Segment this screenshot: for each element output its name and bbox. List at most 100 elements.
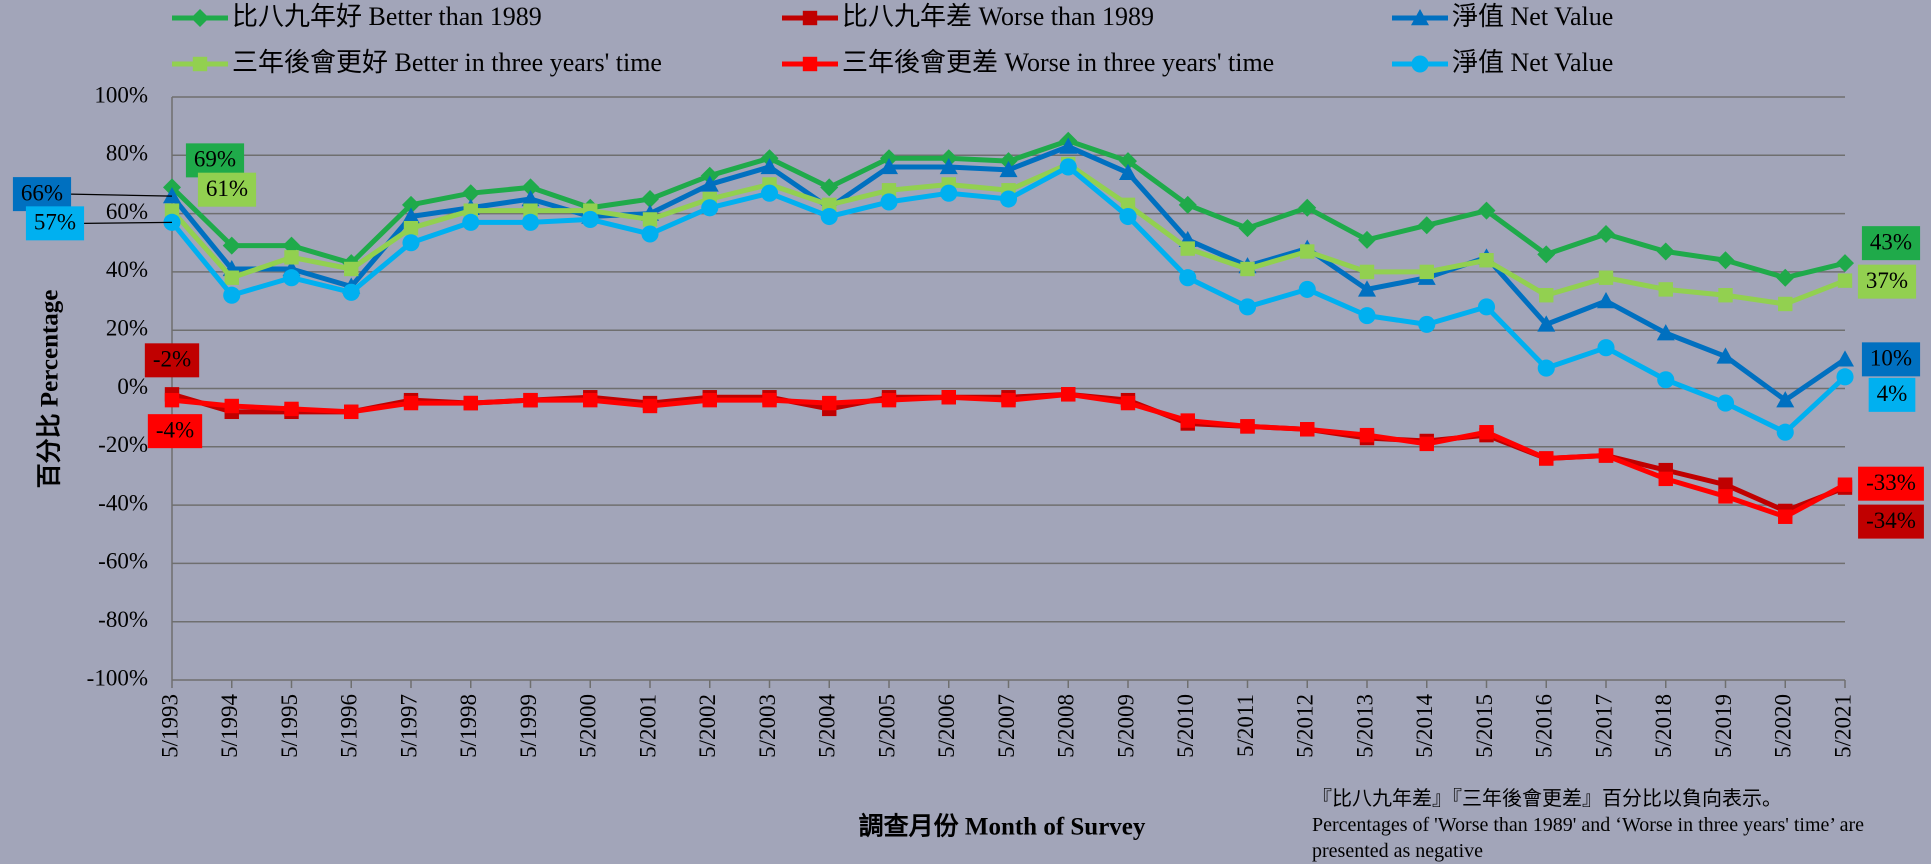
data-point [1597, 339, 1615, 357]
data-point [1240, 419, 1255, 434]
data-point [1479, 425, 1494, 440]
data-point [1300, 422, 1315, 437]
data-point [1061, 387, 1076, 402]
data-point [1358, 307, 1376, 325]
data-point [1418, 315, 1436, 333]
legend-marker [1411, 55, 1429, 73]
data-point [284, 250, 299, 265]
data-point [344, 261, 359, 277]
data-point [1119, 163, 1137, 180]
data-point [1598, 270, 1614, 285]
data-point [164, 392, 180, 408]
data-label-box [1857, 264, 1917, 299]
legend-marker [1411, 9, 1429, 26]
data-point [224, 270, 239, 285]
y-tick-label: -40% [98, 490, 148, 515]
data-point [1300, 244, 1315, 259]
x-tick-label: 5/2021 [1830, 694, 1855, 758]
data-point [1180, 413, 1195, 428]
y-tick-label: 40% [106, 257, 148, 282]
x-tick-label: 5/1999 [516, 694, 541, 758]
legend-label: 三年後會更好 Better in three years' time [232, 48, 662, 77]
data-point [1359, 264, 1375, 280]
data-point [1240, 261, 1255, 277]
data-point [1836, 350, 1854, 367]
data-point [1537, 245, 1556, 264]
leader-line [84, 221, 173, 224]
data-point [1059, 137, 1078, 154]
data-point [1776, 423, 1794, 441]
data-point [1179, 269, 1197, 287]
data-point [820, 178, 839, 197]
data-label-text: 69% [194, 147, 236, 172]
data-point [403, 395, 419, 411]
data-label-text: 57% [34, 210, 76, 235]
data-point [641, 190, 659, 209]
data-point [523, 392, 538, 408]
data-label: -33% [1858, 466, 1924, 501]
data-label: 69% [185, 143, 245, 178]
y-tick-label: -20% [98, 432, 148, 457]
data-label: 37% [1857, 264, 1917, 299]
x-tick-label: 5/2014 [1412, 694, 1437, 758]
data-point [1539, 288, 1554, 303]
y-tick-label: 100% [94, 82, 148, 107]
x-tick-label: 5/2017 [1591, 694, 1616, 758]
footnote-zh: 『比八九年差』『三年後會更差』百分比以負向表示。 [1312, 788, 1782, 810]
x-tick-label: 5/2019 [1711, 694, 1736, 758]
data-point [164, 203, 180, 218]
data-point [463, 395, 478, 411]
data-label-box [144, 343, 200, 378]
data-point [820, 207, 838, 226]
data-point [700, 175, 719, 192]
data-point [1419, 264, 1434, 280]
data-point [1778, 509, 1793, 524]
legend-label: 比八九年好 Better than 1989 [232, 2, 542, 31]
data-point [1658, 282, 1673, 297]
data-point [284, 401, 299, 417]
data-label-text: 61% [206, 176, 248, 201]
data-point [521, 178, 540, 197]
y-tick-label: 0% [117, 374, 148, 399]
data-point [1120, 197, 1136, 213]
y-tick-label: -100% [87, 665, 148, 690]
data-label-box [185, 143, 245, 178]
x-tick-label: 5/1996 [337, 694, 362, 758]
data-point [1716, 347, 1735, 364]
legend-marker [192, 56, 208, 72]
data-point [402, 195, 420, 214]
data-point [282, 269, 301, 287]
x-tick-label: 5/2018 [1651, 694, 1676, 758]
data-point [881, 183, 897, 198]
data-point [1537, 315, 1556, 332]
data-point [1597, 292, 1615, 309]
data-point [701, 199, 719, 217]
data-point [1716, 394, 1735, 412]
data-point [880, 157, 898, 175]
series-line [171, 391, 1846, 514]
data-label-text: 66% [21, 180, 63, 205]
x-tick-label: 5/2006 [934, 694, 959, 758]
data-label-text: 37% [1866, 268, 1908, 293]
x-tick-label: 5/2016 [1532, 694, 1557, 758]
data-point [1718, 489, 1733, 504]
x-tick-label: 5/2012 [1293, 694, 1318, 758]
data-point [1238, 219, 1257, 238]
x-tick-label: 5/2000 [576, 694, 601, 758]
data-point [1716, 251, 1735, 270]
data-label-text: -34% [1866, 508, 1916, 533]
data-point [1837, 273, 1853, 288]
y-tick-label: 60% [106, 199, 148, 224]
data-point [1836, 368, 1854, 386]
x-tick-label: 5/2009 [1113, 694, 1138, 758]
data-point [1776, 268, 1795, 287]
x-tick-label: 5/2011 [1233, 694, 1258, 757]
data-label: 43% [1861, 226, 1921, 261]
data-point [941, 390, 956, 405]
data-point [999, 190, 1018, 208]
data-point [1298, 198, 1317, 217]
data-point [760, 184, 779, 202]
data-point [462, 213, 480, 231]
data-label-box [12, 177, 72, 212]
